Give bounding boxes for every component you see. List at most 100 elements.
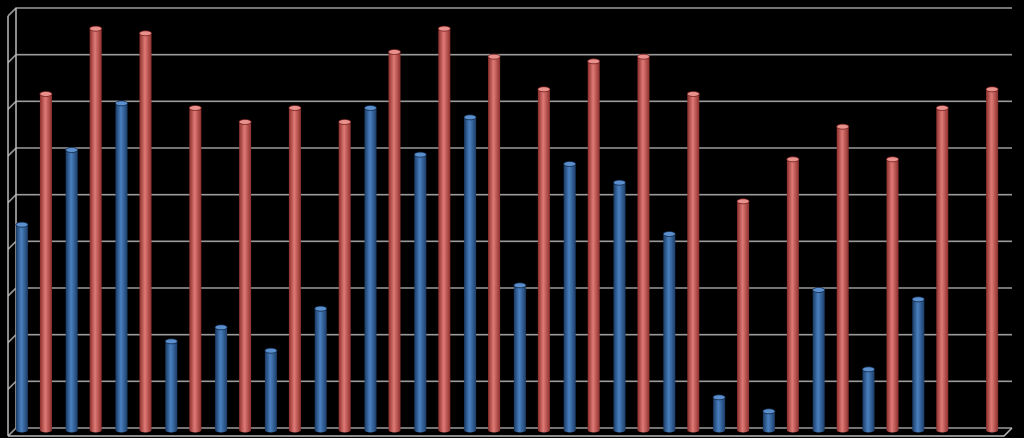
- bar-series-1: [513, 282, 527, 433]
- bar-body: [239, 122, 252, 433]
- bar-series-1: [15, 221, 29, 433]
- bar-body: [737, 201, 750, 433]
- bar-cap: [89, 25, 103, 32]
- bar-body: [414, 154, 427, 433]
- bar-body: [936, 108, 949, 433]
- bar-body: [139, 33, 152, 433]
- bar-body: [786, 159, 799, 433]
- bar-series-2: [686, 91, 700, 433]
- bar-body: [537, 89, 550, 433]
- gridline: [7, 333, 1012, 344]
- bar-cap: [364, 105, 377, 111]
- bar-series-1: [364, 105, 377, 433]
- bar-cap: [338, 119, 352, 125]
- bar-body: [637, 56, 650, 433]
- bar-body: [364, 108, 377, 433]
- gridline: [7, 380, 1012, 390]
- bar-cap: [686, 91, 700, 97]
- bar-series-2: [985, 86, 999, 433]
- bar-cap: [413, 151, 427, 158]
- bar-body: [264, 350, 277, 433]
- bar-series-1: [65, 147, 79, 433]
- gridline: [7, 7, 1012, 17]
- bar-cap: [736, 198, 750, 205]
- bar-series-2: [886, 156, 899, 433]
- bar-body: [663, 234, 676, 433]
- bar-body: [862, 369, 875, 433]
- bar-body: [288, 108, 301, 433]
- bar-series-1: [463, 114, 477, 433]
- bar-body: [513, 285, 526, 433]
- bar-body: [812, 290, 825, 433]
- bar-series-1: [563, 161, 577, 433]
- bar-body: [314, 308, 327, 433]
- bar-cap: [513, 282, 527, 289]
- bar-series-1: [264, 347, 278, 433]
- bar-body: [438, 28, 451, 433]
- bar-cap: [662, 231, 676, 237]
- bar-series-1: [115, 100, 128, 433]
- bar-body: [986, 89, 999, 433]
- bar-cap: [862, 366, 875, 373]
- bar-series-1: [164, 338, 178, 433]
- gridline: [7, 147, 1012, 157]
- bar-cap: [935, 105, 949, 111]
- bar-body: [912, 299, 925, 433]
- bar-body: [338, 122, 351, 433]
- bar-cap: [537, 86, 551, 93]
- gridline: [7, 100, 1012, 110]
- bar-series-1: [862, 366, 875, 433]
- bar-cap: [911, 296, 925, 303]
- bar-series-2: [637, 53, 650, 433]
- bar-cap: [985, 86, 999, 93]
- bar-body: [488, 56, 501, 433]
- bar-body: [39, 94, 52, 433]
- bar-cap: [637, 53, 650, 60]
- bar-body: [165, 341, 178, 433]
- bar-body: [587, 61, 600, 433]
- bar-series-2: [786, 156, 800, 433]
- bar-series-2: [238, 119, 252, 433]
- gridline: [7, 53, 1012, 64]
- bar-series-2: [39, 91, 53, 433]
- bar-cap: [712, 394, 726, 401]
- bar-series-2: [437, 25, 451, 433]
- bar-cap: [613, 179, 626, 186]
- bar-cap: [214, 324, 228, 331]
- bar-series-2: [188, 105, 202, 433]
- bar-cap: [238, 119, 252, 125]
- bar-body: [762, 411, 775, 433]
- bar-series-1: [613, 179, 626, 433]
- x-axis: [8, 427, 1013, 437]
- bar-cap: [314, 305, 328, 312]
- bar-cap: [65, 147, 79, 153]
- bar-cap: [487, 53, 501, 60]
- gridline: [7, 287, 1012, 297]
- bar-series-2: [537, 86, 551, 433]
- bar-body: [65, 150, 78, 433]
- bar-series-2: [139, 30, 152, 433]
- gridline: [7, 193, 1012, 204]
- bar-series-1: [712, 394, 726, 433]
- bar-series-1: [812, 287, 826, 433]
- gridline: [7, 427, 1012, 437]
- bar-cap: [762, 408, 776, 415]
- bar-body: [836, 126, 849, 433]
- bar-cap: [139, 30, 152, 37]
- bars: [15, 25, 999, 433]
- bar-cap: [288, 105, 302, 111]
- bar-body: [15, 224, 28, 433]
- bar-cap: [15, 221, 29, 228]
- bar-cap: [115, 100, 128, 107]
- bar-series-1: [911, 296, 925, 433]
- bar-series-2: [338, 119, 352, 433]
- bar-body: [89, 28, 102, 433]
- bar-cap: [437, 25, 451, 32]
- gridlines: [7, 7, 1012, 437]
- bar-cap: [164, 338, 178, 345]
- bar-series-1: [662, 231, 676, 433]
- bar-cap: [188, 105, 202, 111]
- bar-cap: [836, 123, 850, 130]
- bar-cap: [812, 287, 826, 293]
